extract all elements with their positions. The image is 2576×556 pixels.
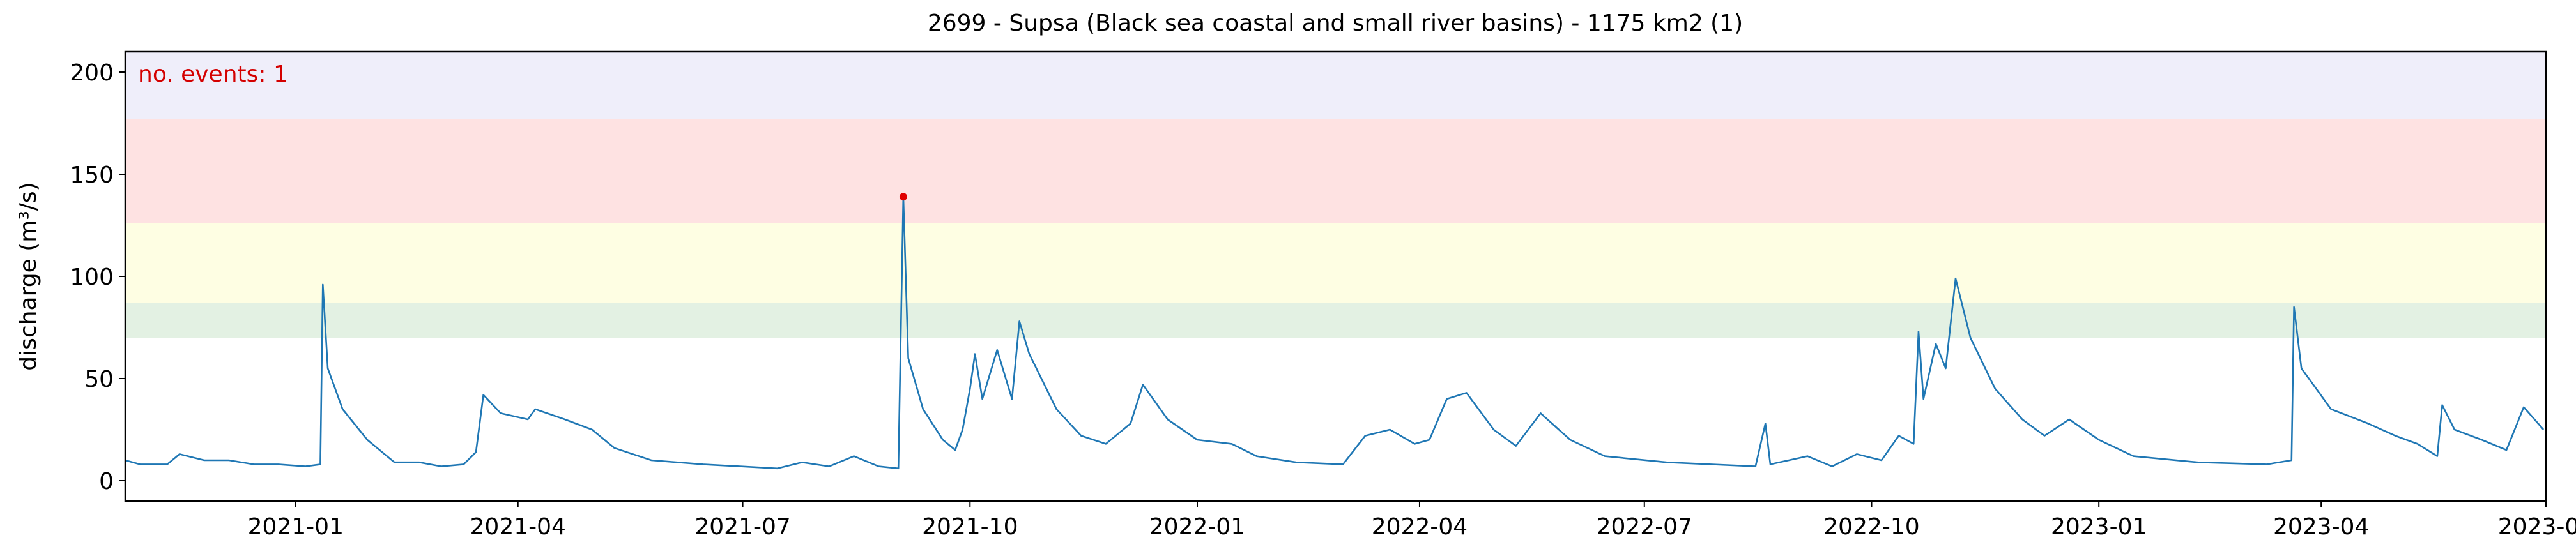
y-tick-label: 0: [99, 469, 114, 495]
x-tick-label: 2021-10: [922, 514, 1018, 540]
x-tick-label: 2022-04: [1372, 514, 1468, 540]
threshold-band: [125, 303, 2546, 338]
threshold-band: [125, 52, 2546, 119]
discharge-line: [125, 195, 2545, 470]
y-tick-label: 150: [70, 162, 114, 188]
chart-title: 2699 - Supsa (Black sea coastal and smal…: [928, 10, 1743, 36]
y-axis-label: discharge (m³/s): [15, 182, 42, 370]
y-tick-label: 200: [70, 60, 114, 86]
plot-frame: [124, 50, 2547, 502]
x-tick-label: 2022-01: [1149, 514, 1245, 540]
x-tick-label: 2021-04: [470, 514, 566, 540]
y-tick-label: 50: [84, 366, 114, 393]
x-tick-label: 2023-04: [2273, 514, 2369, 540]
x-tick-label: 2021-01: [248, 514, 344, 540]
event-marker: [899, 193, 907, 201]
threshold-band: [125, 223, 2546, 303]
threshold-band: [125, 119, 2546, 223]
x-tick-label: 2023-01: [2051, 514, 2147, 540]
x-tick-label: 2022-10: [1823, 514, 1919, 540]
y-tick-label: 100: [70, 264, 114, 290]
x-tick-label: 2022-07: [1597, 514, 1692, 540]
x-tick-label: 2023-07: [2498, 514, 2576, 540]
event-count: no. events: 1: [138, 61, 288, 87]
x-tick-label: 2021-07: [694, 514, 790, 540]
